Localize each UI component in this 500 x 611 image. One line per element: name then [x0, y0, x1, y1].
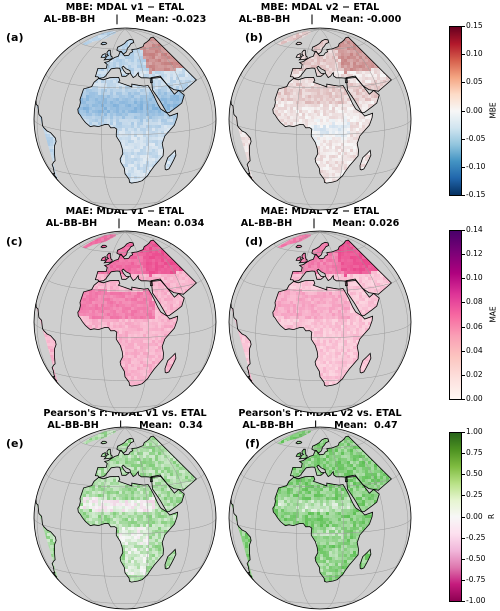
colorbar-tick-label: -0.75 [466, 574, 486, 584]
panel-c-label: (c) [6, 235, 23, 248]
colorbar-tick-mark [462, 54, 465, 56]
graticule [228, 230, 412, 414]
colorbar-tick-mark [462, 350, 465, 352]
coastlines [35, 435, 197, 583]
colorbar-tick-label: -0.25 [466, 532, 486, 542]
coastlines [230, 435, 392, 583]
globe-map-b [228, 27, 412, 211]
globe-outline [228, 230, 412, 414]
colorbar-tick-mark [462, 138, 465, 140]
colorbar-tick-mark [462, 399, 465, 400]
colorbar-tick-label: 0.75 [466, 448, 483, 458]
panel-d-title: MAE: MDAL v2 − ETAL AL-BB-BH | Mean: 0.02… [240, 206, 400, 229]
colorbar-tick-mark [462, 230, 465, 231]
globe-map-e [33, 426, 217, 610]
colorbar-tick-label: -0.50 [466, 553, 486, 563]
colorbar-mae [449, 230, 462, 400]
coastlines [35, 36, 197, 184]
colorbar-tick-label: 0.25 [466, 490, 483, 500]
graticule [33, 27, 217, 211]
colorbar-tick-label: 0.00 [466, 511, 483, 521]
colorbar-tick-label: 0.10 [466, 49, 483, 59]
colorbar-tick-label: 0.06 [466, 321, 483, 331]
colorbar-mae-label: MAE [488, 306, 498, 323]
graticule [33, 426, 217, 610]
colorbar-tick-mark [462, 579, 465, 581]
panel-c-title: MAE: MDAL v1 − ETAL AL-BB-BH | Mean: 0.03… [45, 206, 205, 229]
panel-f-title: Pearson's r: MDAL v2 vs. ETAL AL-BB-BH | … [238, 408, 402, 431]
colorbar-tick-mark [462, 302, 465, 304]
colorbar-tick-label: 0.02 [466, 369, 483, 379]
coastlines [35, 239, 197, 387]
colorbar-tick-label: -0.10 [466, 161, 486, 171]
colorbar-tick-mark [462, 537, 465, 539]
colorbar-tick-mark [462, 326, 465, 328]
colorbar-tick-label: 0.00 [466, 394, 483, 403]
colorbar-r-label: R [487, 513, 497, 520]
colorbar-tick-label: 0.10 [466, 273, 483, 283]
globe-map-a [33, 27, 217, 211]
globe-outline [33, 27, 217, 211]
colorbar-tick-label: 0.15 [466, 21, 483, 30]
colorbar-tick-mark [462, 26, 465, 27]
panel-e-label: (e) [6, 437, 24, 450]
colorbar-tick-label: 0.00 [466, 105, 483, 115]
colorbar-tick-mark [462, 82, 465, 84]
panel-f-label: (f) [245, 437, 260, 450]
colorbar-tick-mark [462, 474, 465, 476]
globe-outline [33, 230, 217, 414]
colorbar-tick-mark [462, 601, 465, 602]
colorbar-tick-label: 0.08 [466, 297, 483, 307]
colorbar-tick-label: 0.50 [466, 469, 483, 479]
colorbar-tick-label: 1.00 [466, 427, 483, 436]
colorbar-tick-mark [462, 495, 465, 497]
colorbar-tick-label: 0.14 [466, 225, 483, 234]
colorbar-tick-label: -0.05 [466, 133, 486, 143]
globe-outline [228, 27, 412, 211]
panel-b-label: (b) [245, 31, 263, 44]
colorbar-tick-mark [462, 453, 465, 455]
panel-a-label: (a) [6, 31, 24, 44]
colorbar-tick-mark [462, 195, 465, 196]
panel-b-title: MBE: MDAL v2 − ETAL AL-BB-BH | Mean: -0.0… [238, 2, 402, 25]
colorbar-tick-mark [462, 516, 465, 518]
colorbar-tick-mark [462, 110, 465, 112]
globe-map-f [228, 426, 412, 610]
colorbar-tick-label: 0.05 [466, 77, 483, 87]
panel-e-title: Pearson's r: MDAL v1 vs. ETAL AL-BB-BH | … [43, 408, 207, 431]
graticule [228, 27, 412, 211]
panel-d-label: (d) [245, 235, 263, 248]
panel-a-title: MBE: MDAL v1 − ETAL AL-BB-BH | Mean: -0.0… [43, 2, 207, 25]
colorbar-tick-label: -1.00 [466, 596, 486, 605]
globe-map-c [33, 230, 217, 414]
colorbar-mbe [449, 26, 462, 196]
colorbar-tick-label: 0.12 [466, 249, 483, 259]
colorbar-tick-mark [462, 278, 465, 280]
colorbar-tick-label: -0.15 [466, 190, 486, 199]
colorbar-tick-mark [462, 558, 465, 560]
colorbar-mbe-label: MBE [488, 102, 498, 119]
colorbar-tick-label: 0.04 [466, 345, 483, 355]
colorbar-tick-mark [462, 166, 465, 168]
colorbar-tick-mark [462, 254, 465, 256]
graticule [33, 230, 217, 414]
colorbar-tick-mark [462, 432, 465, 433]
colorbar-tick-mark [462, 374, 465, 376]
colorbar-r [449, 432, 462, 602]
graticule [228, 426, 412, 610]
globe-map-d [228, 230, 412, 414]
